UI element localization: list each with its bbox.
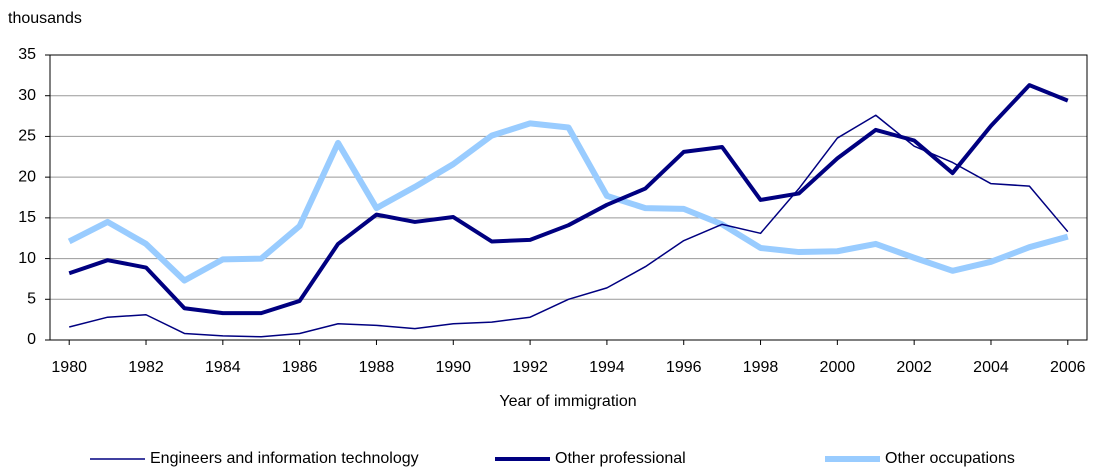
- y-tick-label: 35: [18, 46, 36, 63]
- y-tick-label: 25: [18, 128, 36, 145]
- y-tick-label: 15: [18, 209, 36, 226]
- legend-label: Other professional: [555, 450, 686, 467]
- y-axis-title: thousands: [8, 10, 82, 27]
- legend-label: Engineers and information technology: [150, 450, 419, 467]
- x-tick-label: 1986: [282, 359, 318, 376]
- x-tick-label: 1994: [589, 359, 625, 376]
- x-tick-label: 2006: [1050, 359, 1086, 376]
- x-tick-label: 1982: [128, 359, 164, 376]
- x-tick-label: 1984: [205, 359, 241, 376]
- x-tick-label: 2004: [973, 359, 1009, 376]
- y-tick-label: 30: [18, 87, 36, 104]
- x-tick-label: 1990: [435, 359, 471, 376]
- x-tick-label: 1980: [51, 359, 87, 376]
- x-tick-label: 2000: [820, 359, 856, 376]
- x-tick-label: 2002: [896, 359, 932, 376]
- y-tick-label: 10: [18, 250, 36, 267]
- x-tick-label: 1996: [666, 359, 702, 376]
- x-tick-label: 1992: [512, 359, 548, 376]
- x-axis-title: Year of immigration: [499, 393, 636, 410]
- y-tick-label: 20: [18, 168, 36, 185]
- legend-label: Other occupations: [885, 450, 1015, 467]
- y-tick-label: 5: [27, 291, 36, 308]
- plot-frame: [49, 54, 1088, 341]
- x-tick-label: 1998: [743, 359, 779, 376]
- y-tick-label: 0: [27, 331, 36, 348]
- series-line: [68, 83, 1069, 316]
- series-line: [67, 120, 1069, 284]
- series-line: [69, 114, 1069, 338]
- x-tick-label: 1988: [359, 359, 395, 376]
